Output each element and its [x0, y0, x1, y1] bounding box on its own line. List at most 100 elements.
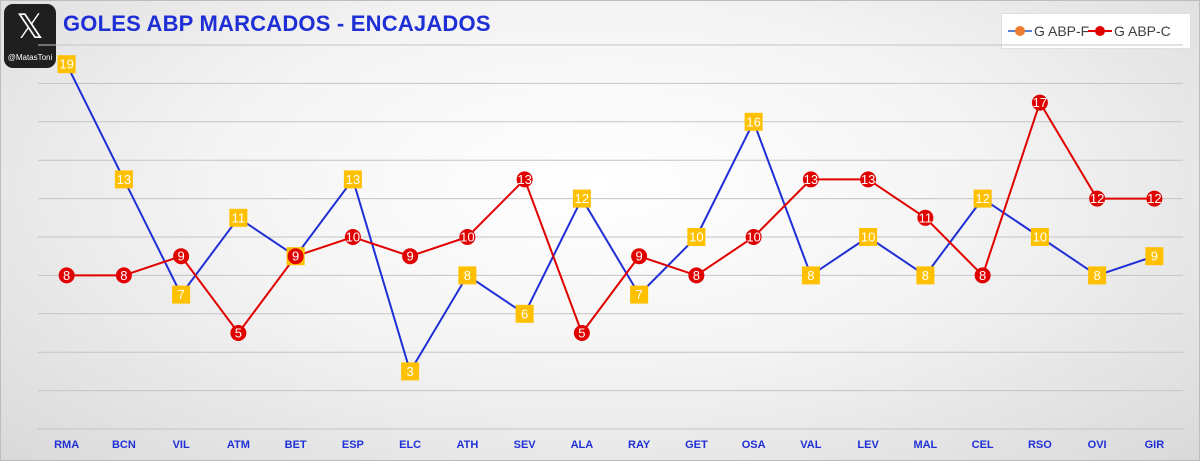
logo-handle: @MatasToni: [7, 53, 53, 62]
data-label-f: 8: [1094, 268, 1101, 283]
x-tick-label: RAY: [628, 439, 651, 451]
x-tick-label: OVI: [1088, 439, 1107, 451]
data-label-f: 7: [178, 287, 185, 302]
data-label-c: 17: [1033, 95, 1047, 110]
data-point-f: [859, 228, 878, 246]
x-tick-label: LEV: [857, 439, 879, 451]
data-point-c: [631, 248, 648, 265]
x-tick-label: GET: [685, 439, 708, 451]
chart-legend: G ABP-F G ABP-C: [1001, 13, 1191, 49]
data-point-f: [744, 112, 763, 131]
data-point-f: [458, 266, 477, 285]
data-point-c: [917, 209, 934, 226]
data-point-c: [974, 267, 991, 284]
data-label-f: 9: [1151, 249, 1158, 264]
legend-line-c: [1088, 26, 1112, 36]
data-point-f: [801, 266, 820, 285]
data-point-f: [172, 285, 191, 304]
data-point-f: [916, 266, 935, 285]
data-point-f: [1088, 266, 1107, 285]
x-tick-label: SEV: [514, 439, 537, 451]
data-point-c: [115, 267, 132, 284]
data-label-c: 9: [178, 249, 185, 264]
x-tick-label: MAL: [913, 439, 937, 451]
x-tick-label: VAL: [800, 439, 821, 451]
data-label-f: 11: [232, 210, 246, 225]
x-tick-label: ESP: [342, 439, 364, 451]
data-point-f: [515, 304, 534, 323]
legend-label-f: G ABP-F: [1034, 23, 1090, 39]
x-tick-label: ATM: [227, 439, 250, 451]
data-point-c: [1146, 190, 1163, 207]
series-line-f: [65, 63, 1155, 374]
data-point-f: [401, 362, 420, 381]
data-point-f: [114, 170, 133, 189]
data-label-c: 8: [120, 268, 127, 283]
data-point-f: [343, 170, 362, 189]
data-point-f: [687, 228, 706, 246]
data-point-c: [802, 171, 819, 188]
data-label-c: 9: [407, 249, 414, 264]
x-tick-label: ELC: [399, 439, 421, 451]
data-label-c: 5: [235, 326, 242, 341]
data-label-f: 3: [407, 364, 414, 379]
data-label-c: 12: [1147, 191, 1161, 206]
data-label-c: 13: [861, 172, 875, 187]
series-line-c: [66, 100, 1155, 336]
x-tick-label: RSO: [1028, 439, 1052, 451]
legend-marker-f: [1015, 26, 1025, 36]
data-label-f: 6: [521, 306, 528, 321]
chart-title: GOLES ABP MARCADOS - ENCAJADOS: [63, 11, 491, 36]
data-label-f: 8: [807, 268, 814, 283]
data-point-c: [173, 248, 190, 265]
data-point-c: [230, 325, 247, 341]
x-tick-label: GIR: [1145, 439, 1165, 451]
data-label-c: 10: [460, 230, 474, 245]
data-point-f: [572, 189, 591, 208]
data-label-f: 10: [861, 230, 875, 245]
data-point-c: [402, 248, 419, 265]
data-label-c: 8: [693, 268, 700, 283]
data-point-c: [573, 325, 590, 341]
data-point-f: [973, 189, 992, 208]
data-point-c: [344, 229, 361, 245]
x-icon: 𝕏: [16, 7, 44, 47]
data-label-f: 10: [689, 230, 703, 245]
data-label-c: 13: [517, 172, 531, 187]
x-tick-label: ATH: [456, 439, 478, 451]
legend-label-c: G ABP-C: [1114, 23, 1171, 39]
x-tick-label: VIL: [173, 439, 190, 451]
x-logo: 𝕏 @MatasToni: [4, 4, 56, 68]
data-label-c: 10: [346, 230, 360, 245]
x-tick-label: CEL: [972, 439, 994, 451]
data-label-c: 12: [1090, 191, 1104, 206]
data-label-f: 13: [346, 172, 360, 187]
data-label-c: 5: [578, 326, 585, 341]
data-label-f: 12: [575, 191, 589, 206]
data-point-f: [57, 55, 76, 74]
data-point-c: [516, 171, 533, 188]
data-point-c: [58, 267, 75, 284]
data-label-f: 8: [922, 268, 929, 283]
x-tick-label: OSA: [742, 439, 766, 451]
data-label-c: 8: [979, 268, 986, 283]
data-label-f: 10: [1033, 230, 1047, 245]
data-label-c: 9: [292, 249, 299, 264]
data-point-c: [459, 229, 476, 245]
x-tick-label: ALA: [571, 439, 594, 451]
data-label-f: 13: [117, 172, 131, 187]
data-point-c: [287, 248, 304, 265]
data-label-c: 10: [746, 230, 760, 245]
data-label-c: 13: [804, 172, 818, 187]
x-tick-label: RMA: [54, 439, 79, 451]
data-label-f: 19: [59, 57, 73, 72]
data-point-c: [1031, 94, 1048, 111]
data-point-f: [1030, 228, 1049, 246]
legend-item-f: G ABP-F: [1008, 23, 1089, 39]
data-point-c: [745, 229, 762, 245]
data-point-c: [1089, 190, 1106, 207]
data-label-f: 12: [975, 191, 989, 206]
data-label-f: 7: [636, 287, 643, 302]
